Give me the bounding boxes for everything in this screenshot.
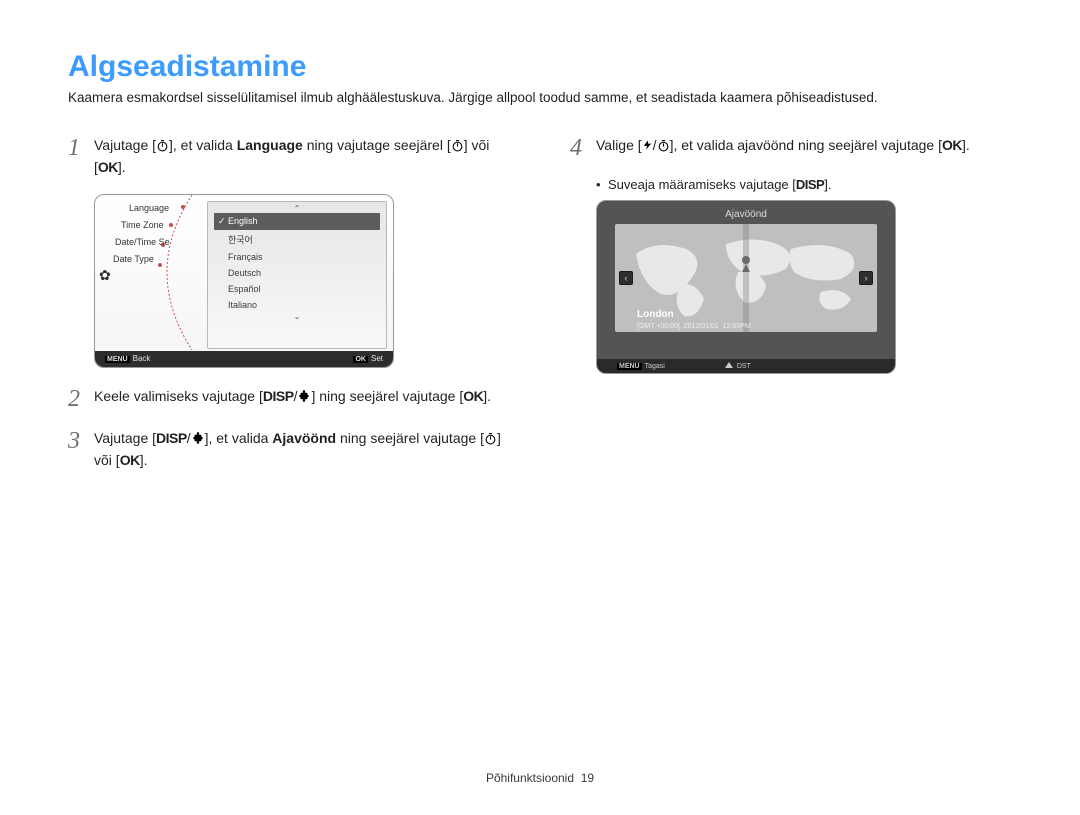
text: Vajutage [ xyxy=(94,430,156,446)
text: ning seejärel vajutage [ xyxy=(336,430,484,446)
page-title: Algseadistamine xyxy=(68,50,1012,84)
lang-option-german: Deutsch xyxy=(214,265,380,281)
world-map: ‹ › London [GMT +00:00] 2012/01/01 12:00… xyxy=(615,224,877,332)
disp-label: DISP xyxy=(156,430,187,446)
text: ], et valida xyxy=(169,137,237,153)
timer-icon xyxy=(657,137,670,157)
lang-option-italian: Italiano xyxy=(214,297,380,313)
flower-icon xyxy=(191,430,205,450)
tz-footer: MENUTagasi DST xyxy=(597,359,895,373)
menu-item-datetime: Date/Time Se xyxy=(115,237,170,247)
step-number: 2 xyxy=(68,386,94,412)
up-icon xyxy=(725,362,733,368)
step-1: 1 Vajutage [ ], et valida Language ning v… xyxy=(68,135,510,178)
menu-tag: MENU xyxy=(617,363,642,370)
footer-page: 19 xyxy=(581,771,594,785)
step-4: 4 Valige [/], et valida ajavöönd ning se… xyxy=(570,135,1012,161)
scroll-down-icon: ⌄ xyxy=(214,313,380,321)
bold: Language xyxy=(237,137,303,153)
text: ]. xyxy=(483,388,491,404)
content-columns: 1 Vajutage [ ], et valida Language ning v… xyxy=(68,135,1012,487)
text: ]. xyxy=(118,159,126,175)
tz-title: Ajavöönd xyxy=(597,201,895,220)
settings-menu-list: Language Time Zone Date/Time Se Date Typ… xyxy=(105,203,170,271)
text: ning vajutage seejärel [ xyxy=(303,137,451,153)
menu-item-language: Language xyxy=(129,203,170,213)
step-3: 3 Vajutage [DISP/], et valida Ajavöönd n… xyxy=(68,428,510,471)
bullet-icon: • xyxy=(596,177,608,192)
text: ]. xyxy=(962,137,970,153)
lang-option-spanish: Español xyxy=(214,281,380,297)
step-text: Vajutage [DISP/], et valida Ajavöönd nin… xyxy=(94,428,510,471)
step-2: 2 Keele valimiseks vajutage [DISP/] ning… xyxy=(68,386,510,412)
ok-label: OK xyxy=(463,388,483,404)
ok-label: OK xyxy=(120,452,140,468)
timer-icon xyxy=(451,137,464,157)
step-text: Keele valimiseks vajutage [DISP/] ning s… xyxy=(94,386,510,408)
footer-section: Põhifunktsioonid xyxy=(486,771,574,785)
flash-icon xyxy=(642,137,653,157)
menu-item-datetype: Date Type xyxy=(113,254,170,264)
text: Keele valimiseks vajutage [ xyxy=(94,388,263,404)
step-4-sub: • Suveaja määramiseks vajutage [DISP]. xyxy=(596,177,1012,192)
right-column: 4 Valige [/], et valida ajavöönd ning se… xyxy=(570,135,1012,487)
text: Valige [ xyxy=(596,137,642,153)
text: ], et valida xyxy=(205,430,273,446)
intro-text: Kaamera esmakordsel sisselülitamisel ilm… xyxy=(68,90,1012,105)
text: Suveaja määramiseks vajutage [ xyxy=(608,177,796,192)
screen-footer: MENUBack OKSet xyxy=(95,351,393,367)
step-number: 4 xyxy=(570,135,596,161)
language-dropdown: ⌃ ✓English 한국어 Français Deutsch Español … xyxy=(207,201,387,349)
flower-icon xyxy=(297,388,311,408)
set-label: Set xyxy=(371,354,383,363)
lang-option-english: ✓English xyxy=(214,213,380,230)
tz-gmt-line: [GMT +00:00] 2012/01/01 12:00PM xyxy=(637,323,751,330)
left-column: 1 Vajutage [ ], et valida Language ning v… xyxy=(68,135,510,487)
step-text: Vajutage [ ], et valida Language ning vaj… xyxy=(94,135,510,178)
disp-label: DISP xyxy=(796,177,824,192)
next-zone-icon: › xyxy=(859,271,873,285)
step-text: Valige [/], et valida ajavöönd ning seej… xyxy=(596,135,1012,157)
scroll-up-icon: ⌃ xyxy=(214,205,380,213)
text: ]. xyxy=(824,177,831,192)
step-number: 1 xyxy=(68,135,94,161)
text: ]. xyxy=(140,452,148,468)
back-label: Tagasi xyxy=(645,363,665,370)
menu-item-timezone: Time Zone xyxy=(121,220,170,230)
tz-city: London xyxy=(637,309,674,320)
dst-label: DST xyxy=(737,363,751,370)
ok-label: OK xyxy=(942,137,962,153)
lang-option-korean: 한국어 xyxy=(214,230,380,249)
timer-icon xyxy=(156,137,169,157)
text: Vajutage [ xyxy=(94,137,156,153)
sub-text: Suveaja määramiseks vajutage [DISP]. xyxy=(608,177,831,192)
bold: Ajavöönd xyxy=(272,430,336,446)
step-number: 3 xyxy=(68,428,94,454)
ok-tag: OK xyxy=(353,356,368,363)
text: ], et valida ajavöönd ning seejärel vaju… xyxy=(670,137,942,153)
ok-label: OK xyxy=(98,159,118,175)
menu-tag: MENU xyxy=(105,356,130,363)
timezone-screen-mock: Ajavöönd ‹ › London xyxy=(596,200,896,374)
page-footer: Põhifunktsioonid 19 xyxy=(0,771,1080,785)
prev-zone-icon: ‹ xyxy=(619,271,633,285)
disp-label: DISP xyxy=(263,388,294,404)
back-label: Back xyxy=(133,354,151,363)
text: ] ning seejärel vajutage [ xyxy=(311,388,463,404)
timer-icon xyxy=(484,430,497,450)
lang-option-french: Français xyxy=(214,249,380,265)
language-screen-mock: ✿ Language Time Zone Date/Time Se Date T… xyxy=(94,194,394,368)
